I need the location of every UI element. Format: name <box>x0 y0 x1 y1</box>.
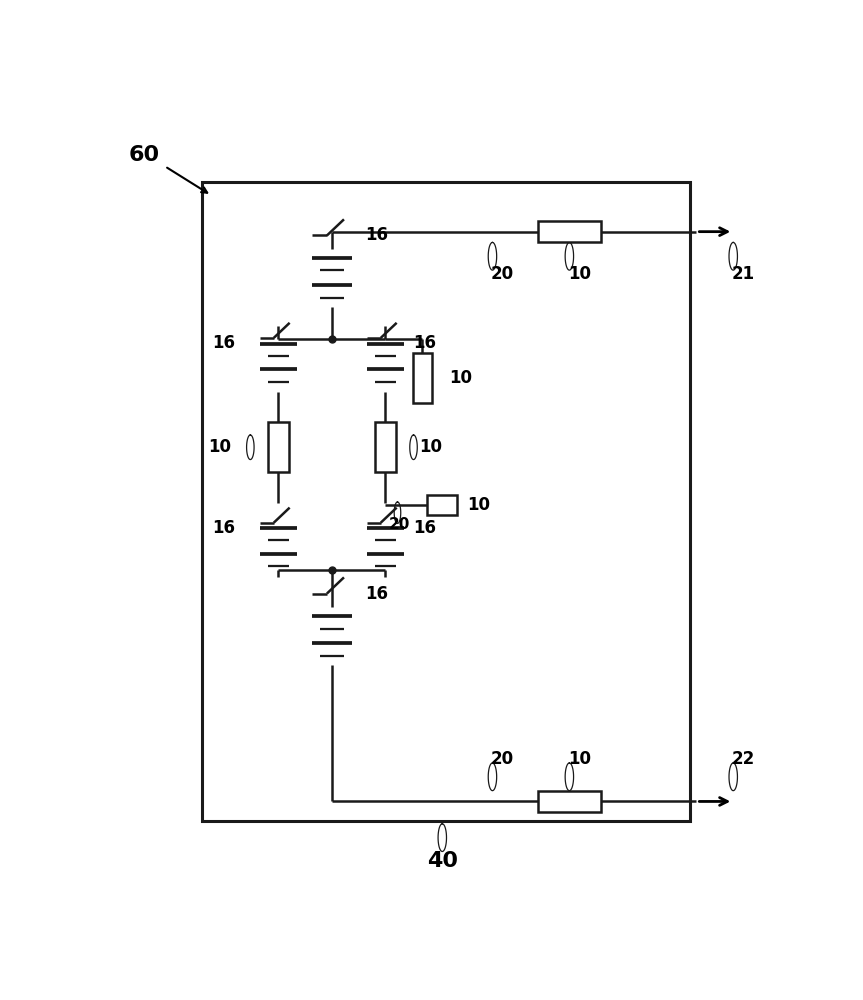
Text: 40: 40 <box>427 851 457 871</box>
Text: 10: 10 <box>419 438 442 456</box>
Bar <box>538 221 602 242</box>
Text: 20: 20 <box>388 517 410 532</box>
Bar <box>201 182 690 821</box>
Text: 21: 21 <box>732 265 755 283</box>
Text: 16: 16 <box>365 585 388 603</box>
Text: 60: 60 <box>129 145 161 165</box>
Text: 16: 16 <box>365 226 388 244</box>
Text: 10: 10 <box>568 265 591 283</box>
Text: 20: 20 <box>491 265 514 283</box>
Text: 10: 10 <box>449 369 472 387</box>
Text: 20: 20 <box>491 750 514 768</box>
Text: 16: 16 <box>212 334 235 352</box>
Bar <box>427 495 457 515</box>
Text: 10: 10 <box>568 750 591 768</box>
Text: 10: 10 <box>468 496 490 514</box>
Text: 10: 10 <box>209 438 231 456</box>
Text: 16: 16 <box>413 334 437 352</box>
Text: 16: 16 <box>212 519 235 537</box>
Bar <box>268 422 289 472</box>
Bar <box>413 353 432 403</box>
Bar <box>538 791 602 812</box>
Bar <box>375 422 396 472</box>
Text: 22: 22 <box>732 750 755 768</box>
Text: 16: 16 <box>413 519 437 537</box>
